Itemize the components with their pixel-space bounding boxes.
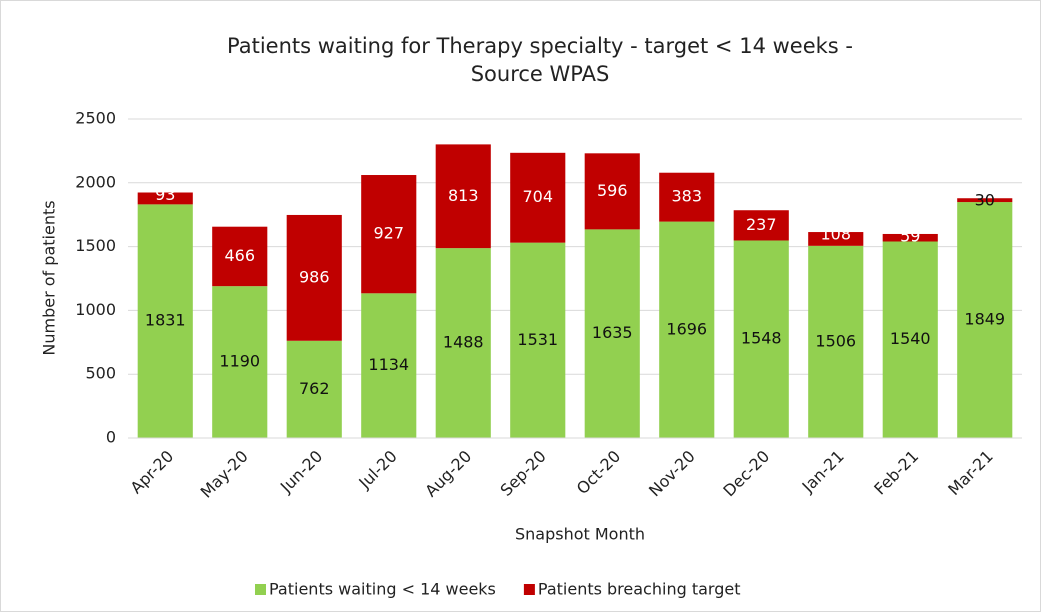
bar-segment xyxy=(808,245,864,438)
data-label: 1548 xyxy=(741,329,782,348)
legend-label: Patients breaching target xyxy=(538,580,741,599)
bar-segment xyxy=(584,229,640,438)
bar-segment xyxy=(733,240,789,438)
bar-segment xyxy=(510,152,566,243)
bar-segment xyxy=(584,153,640,230)
bar-segment xyxy=(510,242,566,438)
data-label: 466 xyxy=(224,246,255,265)
data-label: 30 xyxy=(975,191,995,210)
y-tick-label: 0 xyxy=(106,428,116,447)
y-axis-label: Number of patients xyxy=(40,200,59,355)
data-label: 1849 xyxy=(964,310,1005,329)
data-label: 108 xyxy=(820,225,851,244)
data-label: 813 xyxy=(448,186,479,205)
data-label: 1488 xyxy=(443,333,484,352)
bar-segment xyxy=(808,232,864,246)
data-label: 383 xyxy=(671,187,702,206)
data-label: 59 xyxy=(900,226,920,245)
data-label: 1134 xyxy=(368,355,409,374)
legend-swatch xyxy=(255,584,266,595)
bar-segment xyxy=(286,340,342,438)
data-label: 1696 xyxy=(666,319,707,338)
bar-segment xyxy=(212,286,268,438)
bar-segment xyxy=(361,175,417,294)
y-tick-label: 1000 xyxy=(75,300,116,319)
legend-swatch xyxy=(523,584,535,595)
data-label: 596 xyxy=(597,181,628,200)
y-tick-label: 500 xyxy=(85,364,116,383)
bar-segment xyxy=(882,233,938,242)
bar-segment xyxy=(957,198,1013,203)
y-tick-label: 2000 xyxy=(75,172,116,191)
chart-title: Patients waiting for Therapy specialty -… xyxy=(227,34,853,58)
y-tick-label: 1500 xyxy=(75,236,116,255)
bar-segment xyxy=(435,144,491,249)
data-label: 1635 xyxy=(592,323,633,342)
bar-segment xyxy=(286,214,342,341)
bar-segment xyxy=(882,241,938,438)
bar-segment xyxy=(733,210,789,241)
data-label: 1190 xyxy=(219,352,260,371)
x-axis-label: Snapshot Month xyxy=(515,525,645,544)
bar-segment xyxy=(659,221,715,438)
bar-segment xyxy=(137,204,193,438)
legend-label: Patients waiting < 14 weeks xyxy=(269,580,496,599)
data-label: 93 xyxy=(155,185,175,204)
data-label: 1540 xyxy=(890,329,931,348)
data-label: 1831 xyxy=(145,311,186,330)
bar-segment xyxy=(435,248,491,438)
data-label: 704 xyxy=(522,187,553,206)
data-label: 237 xyxy=(746,215,777,234)
bar-segment xyxy=(361,293,417,438)
y-tick-label: 2500 xyxy=(75,109,116,128)
data-label: 986 xyxy=(299,267,330,286)
bar-segment xyxy=(212,226,268,287)
bar-segment xyxy=(137,192,193,205)
data-label: 1531 xyxy=(517,330,558,349)
bar-segment xyxy=(659,172,715,222)
data-label: 762 xyxy=(299,379,330,398)
data-label: 1506 xyxy=(815,331,856,350)
data-label: 927 xyxy=(373,224,404,243)
bar-segment xyxy=(957,202,1013,438)
chart-title: Source WPAS xyxy=(471,62,610,86)
